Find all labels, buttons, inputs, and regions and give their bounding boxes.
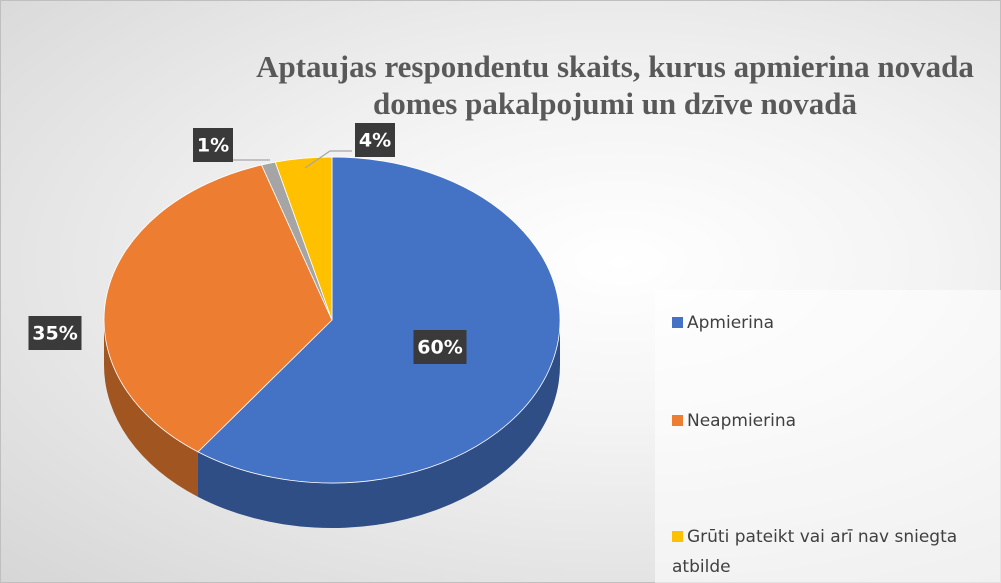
- data-label: 60%: [417, 337, 462, 359]
- data-label-box: [355, 123, 395, 157]
- data-label-box: [413, 330, 467, 364]
- data-label: 35%: [32, 323, 77, 345]
- data-label-box: [193, 128, 233, 162]
- pie-slice: [274, 156, 333, 321]
- chart-title: Aptaujas respondentu skaits, kurus apmie…: [256, 49, 974, 121]
- pie-side: [197, 320, 560, 528]
- legend-entry: Apmierina: [672, 308, 990, 338]
- data-label-box: [28, 316, 82, 350]
- pie-slice: [197, 156, 561, 484]
- data-label: 4%: [359, 130, 391, 152]
- legend-label: Grūti pateikt vai arī nav sniegta atbild…: [672, 527, 958, 577]
- data-label: 1%: [197, 135, 229, 157]
- leader-line: [304, 150, 352, 169]
- pie-side: [103, 320, 198, 497]
- legend-swatch: [672, 415, 683, 426]
- legend-entry: Neapmierina: [672, 406, 990, 436]
- legend-swatch: [672, 317, 683, 328]
- legend: Apmierina Neapmierina Grūti pateikt vai ar…: [655, 290, 1001, 583]
- legend-swatch: [672, 531, 683, 542]
- legend-label: Neapmierina: [687, 411, 797, 431]
- pie-slice: [103, 164, 333, 453]
- legend-label: Apmierina: [687, 313, 775, 333]
- legend-entry: Grūti pateikt vai arī nav sniegta atbild…: [672, 522, 990, 582]
